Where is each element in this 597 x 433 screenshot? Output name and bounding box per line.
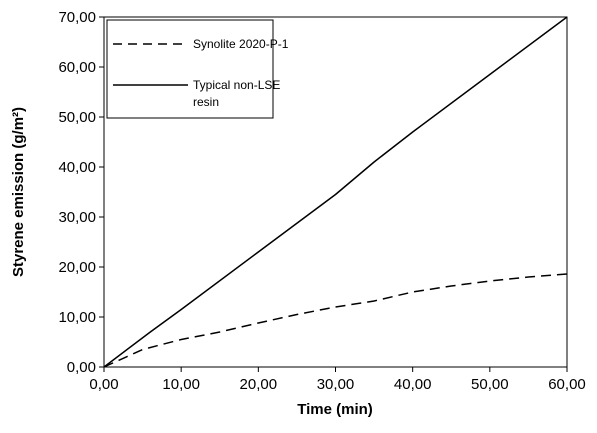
legend: Synolite 2020-P-1 Typical non-LSE resin [106, 19, 289, 119]
y-tick-label: 0,00 [67, 359, 96, 376]
y-tick-label: 40,00 [58, 159, 96, 176]
legend-label-non-lse-line2: resin [193, 95, 219, 109]
x-axis-ticks: 0,00 10,00 20,00 30,00 40,00 50,00 60,00 [89, 367, 586, 393]
x-axis-title: Time (min) [297, 401, 373, 418]
y-tick-label: 50,00 [58, 109, 96, 126]
y-axis-ticks: 0,00 10,00 20,00 30,00 40,00 50,00 60,00 70,00 [58, 9, 104, 376]
y-tick-label: 70,00 [58, 9, 96, 26]
legend-box [106, 19, 274, 119]
legend-label-non-lse: Typical non-LSE resin [193, 78, 284, 109]
x-tick-label: 20,00 [240, 376, 278, 393]
x-tick-label: 50,00 [471, 376, 509, 393]
x-tick-label: 0,00 [89, 376, 118, 393]
x-tick-label: 60,00 [548, 376, 586, 393]
y-tick-label: 30,00 [58, 209, 96, 226]
y-axis-title: Styrene emission (g/m²) [10, 107, 27, 277]
x-tick-label: 40,00 [394, 376, 432, 393]
y-tick-label: 20,00 [58, 259, 96, 276]
y-tick-label: 10,00 [58, 309, 96, 326]
series-line-synolite [103, 273, 568, 368]
plot-area: 0,00 10,00 20,00 30,00 40,00 50,00 60,00 0,00 1… [58, 9, 585, 393]
series-layer [103, 16, 568, 368]
x-tick-label: 10,00 [162, 376, 200, 393]
y-tick-label: 60,00 [58, 59, 96, 76]
legend-label-synolite: Synolite 2020-P-1 [193, 37, 289, 51]
legend-label-non-lse-line1: Typical non-LSE [193, 78, 280, 92]
series-line-non-lse [103, 16, 568, 368]
x-tick-label: 30,00 [317, 376, 355, 393]
